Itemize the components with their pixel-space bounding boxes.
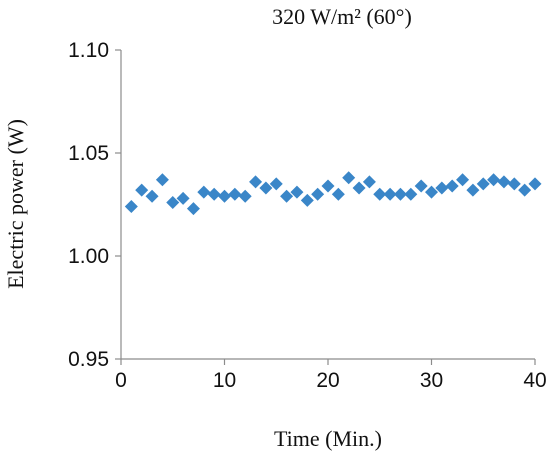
data-point	[155, 173, 169, 187]
data-point	[290, 185, 304, 199]
y-tick-label: 1.00	[68, 245, 109, 268]
data-point	[311, 187, 325, 201]
data-point	[207, 187, 221, 201]
data-point	[124, 200, 138, 214]
data-point	[414, 179, 428, 193]
data-point	[487, 173, 501, 187]
data-point	[249, 175, 263, 189]
x-tick-label: 30	[420, 369, 443, 392]
x-tick-label: 0	[115, 369, 127, 392]
data-point	[145, 189, 159, 203]
data-point	[259, 181, 273, 195]
data-point	[373, 187, 387, 201]
data-point	[176, 191, 190, 205]
data-point	[507, 177, 521, 191]
x-tick-label: 10	[213, 369, 236, 392]
y-tick-label: 0.95	[68, 348, 109, 371]
data-point	[269, 177, 283, 191]
data-point	[425, 185, 438, 199]
x-ticks: 0 10 20 30 40	[115, 359, 547, 392]
y-axis-label: Electric power (W)	[3, 119, 28, 289]
data-point	[300, 193, 314, 207]
x-axis-label: Time (Min.)	[274, 426, 382, 451]
data-point	[383, 187, 397, 201]
data-point	[218, 189, 231, 203]
data-point	[362, 175, 376, 189]
y-tick-label: 1.05	[68, 142, 109, 165]
data-point	[321, 179, 335, 193]
data-point	[404, 187, 418, 201]
data-point	[528, 177, 542, 191]
data-point	[228, 187, 242, 201]
data-point	[280, 189, 294, 203]
x-tick-label: 20	[316, 369, 339, 392]
data-point	[331, 187, 345, 201]
data-point	[238, 189, 252, 203]
data-point	[497, 175, 511, 189]
data-point	[476, 177, 490, 191]
data-point	[466, 183, 480, 197]
y-ticks: 0.95 1.00 1.05 1.10	[68, 39, 121, 371]
x-tick-label: 40	[523, 369, 546, 392]
data-points	[124, 171, 542, 216]
data-point	[435, 181, 449, 195]
data-point	[456, 173, 470, 187]
data-point	[342, 171, 356, 185]
chart-title: 320 W/m² (60°)	[272, 4, 412, 29]
data-point	[445, 179, 459, 193]
data-point	[186, 202, 200, 216]
data-point	[393, 187, 407, 201]
y-tick-label: 1.10	[68, 39, 109, 62]
data-point	[166, 195, 180, 209]
data-point	[197, 185, 211, 199]
data-point	[518, 183, 532, 197]
data-point	[352, 181, 366, 195]
data-point	[135, 183, 149, 197]
